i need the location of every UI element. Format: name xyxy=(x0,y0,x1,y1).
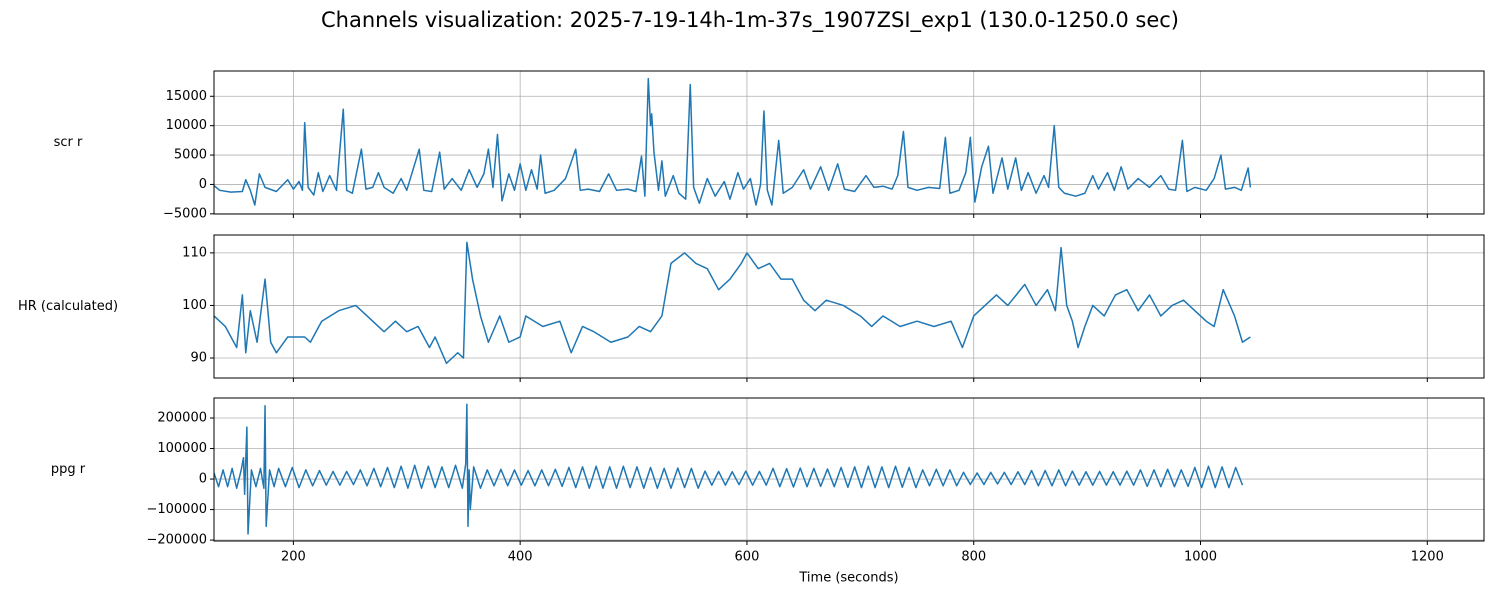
y-tick-label: 100 xyxy=(182,298,207,313)
y-axis-label: HR (calculated) xyxy=(18,299,118,314)
x-tick-label: 1000 xyxy=(1184,550,1217,565)
y-tick-label: 5000 xyxy=(174,148,207,163)
x-tick-label: 800 xyxy=(961,550,986,565)
x-tick-label: 200 xyxy=(281,550,306,565)
y-tick-label: 110 xyxy=(182,245,207,260)
x-tick-label: 400 xyxy=(508,550,533,565)
y-tick-label: 0 xyxy=(199,472,207,487)
axes-frame xyxy=(213,70,1485,215)
figure-title: Channels visualization: 2025-7-19-14h-1m… xyxy=(321,8,1179,33)
x-axis-label: Time (seconds) xyxy=(798,571,898,586)
y-tick-label: 90 xyxy=(190,351,207,366)
y-tick-label: 0 xyxy=(199,177,207,192)
y-tick-label: −100000 xyxy=(146,502,207,517)
y-tick-label: 15000 xyxy=(166,89,207,104)
y-tick-label: −200000 xyxy=(146,533,207,548)
data-line xyxy=(214,241,1251,365)
y-tick-label: −5000 xyxy=(163,206,207,221)
data-line xyxy=(214,77,1252,206)
x-tick-label: 600 xyxy=(735,550,760,565)
x-tick-label: 1200 xyxy=(1411,550,1444,565)
y-tick-label: 200000 xyxy=(157,411,207,426)
axes-frame xyxy=(213,397,1485,542)
axes-frame xyxy=(213,234,1485,379)
y-axis-label: scr r xyxy=(54,135,83,150)
y-axis-label: ppg r xyxy=(51,462,86,477)
y-tick-label: 100000 xyxy=(157,441,207,456)
y-tick-label: 10000 xyxy=(166,118,207,133)
data-line xyxy=(214,403,1244,535)
